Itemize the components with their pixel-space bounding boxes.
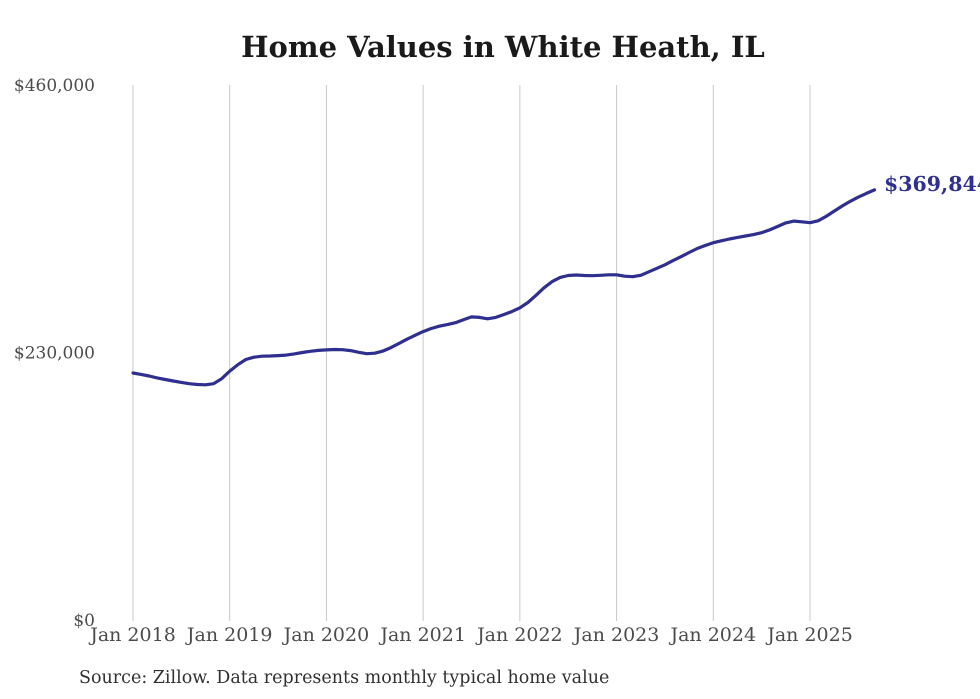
gridlines bbox=[132, 85, 811, 621]
x-axis-labels: Jan 2018 Jan 2019 Jan 2020 Jan 2021 Jan 2022… bbox=[88, 624, 853, 646]
x-tick-label: Jan 2024 bbox=[668, 624, 756, 646]
home-value-line-series bbox=[131, 188, 877, 387]
x-tick-label: Jan 2025 bbox=[765, 624, 853, 646]
y-tick-label: $230,000 bbox=[14, 344, 95, 364]
x-tick-label: Jan 2023 bbox=[572, 624, 660, 646]
y-tick-label: $0 bbox=[73, 611, 95, 631]
source-note: Source: Zillow. Data represents monthly … bbox=[79, 668, 609, 688]
x-tick-label: Jan 2021 bbox=[378, 624, 466, 646]
latest-value-label: $369,844 bbox=[884, 172, 980, 196]
x-tick-label: Jan 2022 bbox=[475, 624, 563, 646]
x-tick-label: Jan 2019 bbox=[185, 624, 273, 646]
x-tick-label: Jan 2018 bbox=[88, 624, 176, 646]
y-tick-label: $460,000 bbox=[14, 76, 95, 96]
x-tick-label: Jan 2020 bbox=[282, 624, 370, 646]
y-axis-labels: $0 $230,000 $460,000 bbox=[14, 76, 95, 631]
chart-title: Home Values in White Heath, IL bbox=[241, 30, 765, 64]
